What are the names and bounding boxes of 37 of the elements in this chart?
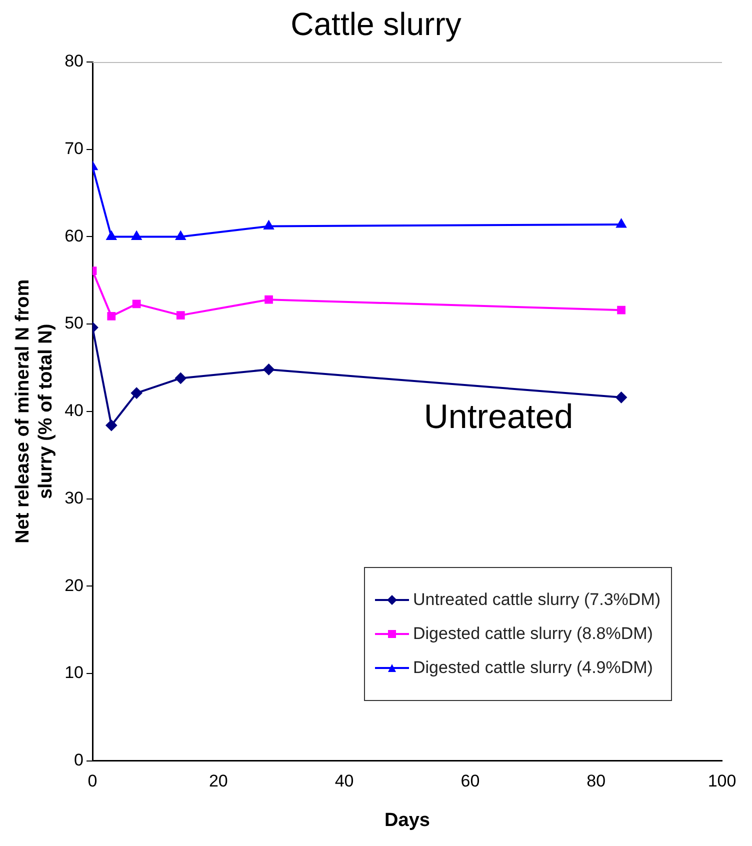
point: [132, 300, 141, 308]
point: [176, 311, 185, 320]
legend-label: Untreated cattle slurry (7.3%DM): [413, 590, 661, 610]
legend-label: Digested cattle slurry (8.8%DM): [413, 624, 653, 644]
x-axis-title: Days: [384, 810, 430, 831]
annotation: Untreated: [424, 398, 574, 436]
y-tick-label: 40: [64, 401, 84, 420]
y-tick-label: 70: [64, 139, 84, 158]
point: [264, 220, 274, 230]
y-tick-label: 80: [64, 52, 84, 71]
point: [106, 420, 117, 431]
y-tick-label: 50: [64, 314, 84, 333]
point: [616, 392, 627, 403]
point: [617, 306, 626, 314]
point: [616, 218, 626, 228]
point: [106, 231, 116, 240]
x-tick-label: 0: [88, 772, 98, 791]
legend-label: Digested cattle slurry (4.9%DM): [413, 658, 653, 678]
point: [107, 312, 116, 320]
point: [263, 364, 274, 375]
chart-title: Cattle slurry: [290, 6, 462, 43]
y-axis-title: Net release of mineral N from slurry (% of total N): [12, 279, 56, 544]
x-tick-label: 80: [586, 772, 606, 791]
point: [131, 388, 142, 399]
point: [132, 231, 142, 240]
point: [264, 295, 273, 304]
y-tick-label: 30: [64, 488, 84, 508]
y-tick-label: 60: [64, 226, 84, 246]
y-tick-label: 10: [64, 663, 84, 682]
x-tick-label: 20: [208, 772, 228, 791]
y-tick-label: 0: [74, 750, 84, 770]
x-tick-label: 40: [334, 772, 354, 791]
y-tick-label: 20: [64, 576, 84, 595]
x-tick-label: 60: [460, 772, 480, 791]
x-tick-label: 100: [708, 772, 736, 791]
point: [176, 231, 186, 240]
point: [175, 372, 186, 384]
